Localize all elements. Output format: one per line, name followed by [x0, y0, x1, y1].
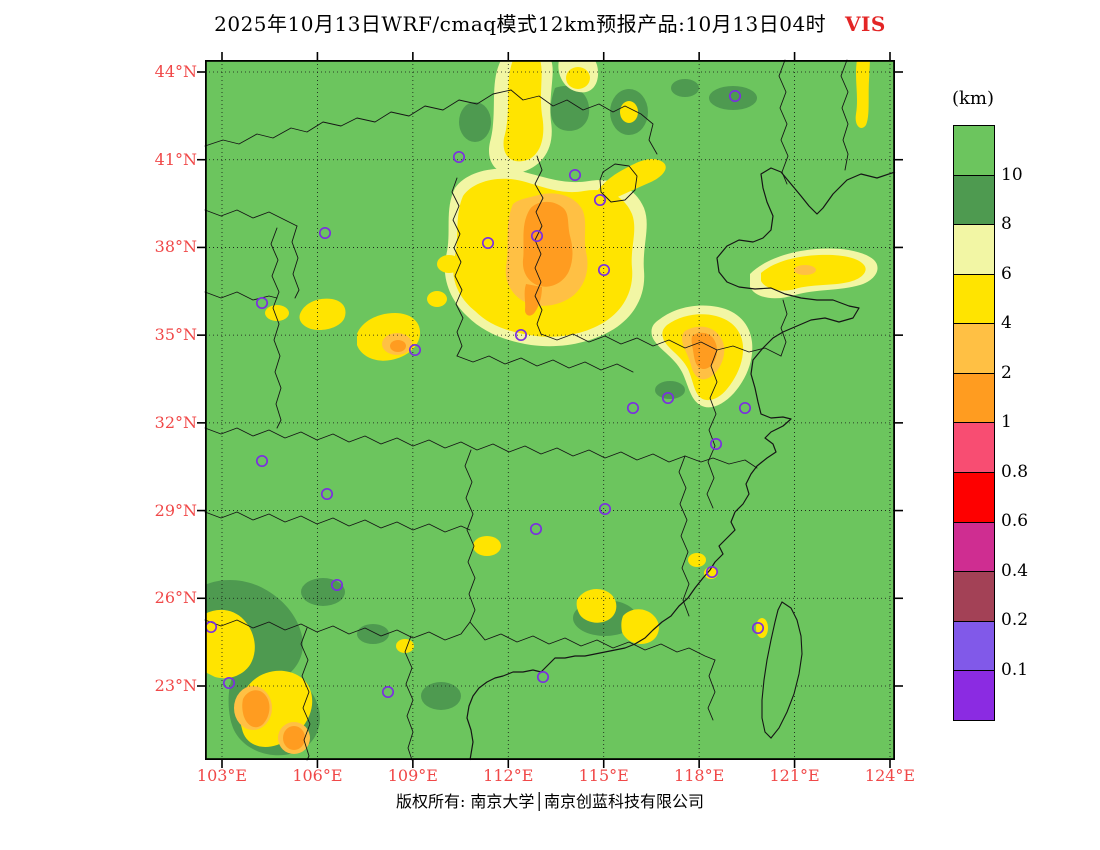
legend-cell-10 — [954, 620, 994, 671]
legend-boundary-label: 0.6 — [1001, 511, 1029, 531]
latlon-grid — [205, 60, 895, 760]
title-main: 2025年10月13日WRF/cmaq模式12km预报产品:10月13日04时 — [214, 12, 827, 36]
station-markers — [204, 89, 765, 699]
station-marker — [568, 168, 582, 182]
title-variable-tag: VIS — [845, 12, 886, 36]
coastline — [466, 167, 896, 761]
lon-label: 124°E — [864, 766, 916, 785]
legend-unit-label: (km) — [951, 88, 995, 109]
lat-label: 29°N — [154, 500, 197, 520]
legend-cell-7 — [954, 472, 994, 522]
station-marker — [751, 621, 765, 635]
station-marker — [626, 401, 640, 415]
legend-cell-11 — [954, 670, 994, 720]
legend-boundary-label: 1 — [1001, 412, 1012, 432]
station-marker — [593, 193, 607, 207]
station-marker — [536, 670, 550, 684]
lat-label: 41°N — [154, 149, 197, 169]
station-marker — [597, 263, 611, 277]
page-title: 2025年10月13日WRF/cmaq模式12km预报产品:10月13日04时 … — [0, 8, 1100, 37]
station-marker — [318, 226, 332, 240]
legend-boundary-label: 0.1 — [1001, 659, 1029, 680]
legend-boundary-labels: 10 8 6 4 2 1 0.8 0.6 0.4 0.2 0.1 — [1001, 125, 1061, 719]
lon-label: 106°E — [292, 766, 343, 785]
station-marker — [514, 328, 528, 342]
taiwan-island — [761, 601, 803, 739]
legend-cell-8 — [954, 521, 994, 572]
lon-label: 115°E — [578, 766, 629, 785]
patches-2km — [242, 201, 718, 750]
legend-boundary-label: 2 — [1001, 362, 1012, 383]
station-marker — [705, 565, 719, 579]
lat-label: 26°N — [154, 588, 197, 608]
legend-boundary-label: 4 — [1001, 313, 1012, 333]
lat-label: 23°N — [154, 676, 197, 695]
legend-boundary-label: 0.4 — [1001, 560, 1029, 581]
station-marker — [452, 150, 466, 164]
station-marker — [255, 296, 269, 310]
copyright-footer: 版权所有: 南京大学│南京创蓝科技有限公司 — [395, 792, 705, 811]
axis-ticks — [197, 52, 903, 768]
lat-label: 35°N — [154, 325, 197, 345]
legend-cell-6 — [954, 422, 994, 473]
legend-cell-0 — [954, 126, 994, 175]
station-marker — [661, 391, 675, 405]
map-canvas — [197, 52, 903, 768]
station-marker — [255, 454, 269, 468]
station-marker — [738, 401, 752, 415]
station-marker — [481, 236, 495, 250]
lat-label: 38°N — [154, 237, 197, 257]
station-marker — [381, 685, 395, 699]
legend-cell-4 — [954, 323, 994, 373]
station-marker — [530, 229, 544, 243]
station-marker — [709, 437, 723, 451]
legend-boundary-label: 8 — [1001, 214, 1012, 234]
legend-cell-1 — [954, 174, 994, 225]
lat-label: 44°N — [154, 62, 197, 81]
legend-boundary-label: 6 — [1001, 263, 1012, 284]
station-marker — [330, 578, 344, 592]
legend-boundary-label: 0.8 — [1001, 461, 1029, 482]
legend-colorbar — [953, 125, 995, 721]
legend-boundary-label: 0.2 — [1001, 610, 1029, 630]
legend-cell-3 — [954, 273, 994, 324]
lon-label: 121°E — [769, 766, 820, 785]
legend-boundary-label: 10 — [1001, 164, 1023, 185]
station-marker — [408, 343, 422, 357]
station-marker — [728, 89, 742, 103]
legend-cell-2 — [954, 224, 994, 274]
legend-cell-5 — [954, 372, 994, 423]
lon-label: 103°E — [196, 766, 248, 785]
station-marker — [222, 676, 236, 690]
station-marker — [320, 487, 334, 501]
station-marker — [529, 522, 543, 536]
map-frame — [204, 59, 896, 761]
station-marker — [598, 502, 612, 516]
lat-label: 32°N — [154, 412, 197, 432]
legend-cell-9 — [954, 571, 994, 621]
province-boundaries — [204, 59, 849, 761]
lon-label: 109°E — [387, 766, 438, 785]
lon-label: 118°E — [674, 766, 725, 785]
lon-label: 112°E — [483, 766, 534, 785]
